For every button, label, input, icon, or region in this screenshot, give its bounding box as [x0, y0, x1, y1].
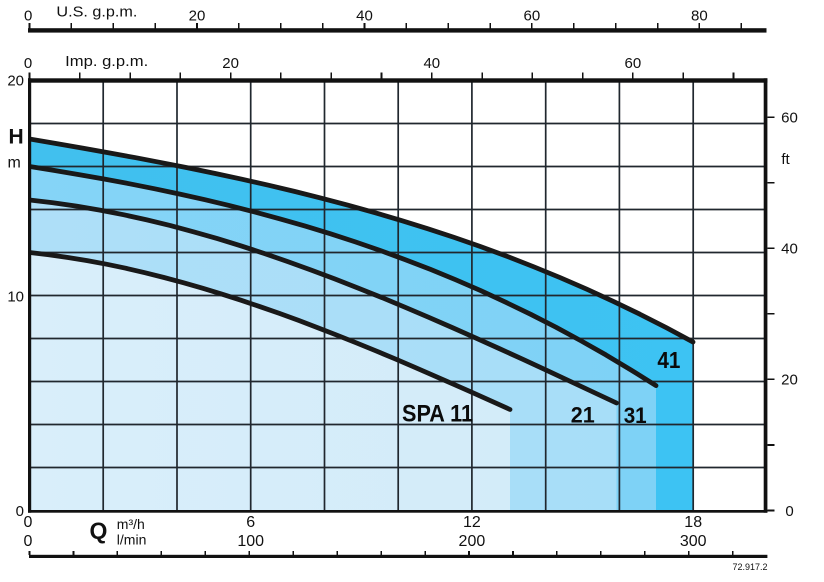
- svg-text:60: 60: [781, 110, 798, 127]
- svg-text:40: 40: [356, 8, 373, 25]
- svg-text:20: 20: [189, 8, 206, 25]
- svg-text:20: 20: [781, 372, 798, 389]
- svg-text:m³/h: m³/h: [117, 516, 145, 532]
- svg-text:12: 12: [463, 514, 481, 531]
- svg-text:H: H: [9, 126, 24, 149]
- svg-text:20: 20: [222, 55, 239, 72]
- svg-text:300: 300: [680, 533, 707, 550]
- svg-text:20: 20: [7, 73, 24, 90]
- svg-text:41: 41: [657, 347, 680, 373]
- svg-text:0: 0: [24, 55, 32, 72]
- svg-text:100: 100: [237, 533, 264, 550]
- svg-text:0: 0: [16, 503, 24, 520]
- svg-text:72.917.2: 72.917.2: [732, 562, 767, 572]
- svg-text:200: 200: [459, 533, 486, 550]
- svg-text:40: 40: [423, 55, 440, 72]
- svg-text:6: 6: [246, 514, 255, 531]
- svg-text:80: 80: [691, 8, 708, 25]
- svg-text:60: 60: [524, 8, 541, 25]
- svg-text:U.S. g.p.m.: U.S. g.p.m.: [56, 4, 137, 21]
- svg-text:0: 0: [24, 533, 33, 550]
- svg-text:0: 0: [785, 503, 793, 520]
- svg-text:40: 40: [781, 241, 798, 258]
- svg-text:Q: Q: [90, 518, 108, 544]
- svg-text:60: 60: [625, 55, 642, 72]
- svg-text:l/min: l/min: [117, 531, 147, 547]
- svg-text:ft: ft: [781, 151, 790, 168]
- svg-text:18: 18: [684, 514, 702, 531]
- svg-text:10: 10: [7, 289, 24, 306]
- svg-text:21: 21: [571, 402, 595, 427]
- svg-text:Imp. g.p.m.: Imp. g.p.m.: [65, 53, 148, 70]
- svg-text:0: 0: [24, 514, 33, 531]
- svg-text:0: 0: [24, 8, 32, 25]
- svg-text:m: m: [8, 154, 21, 171]
- svg-text:31: 31: [624, 403, 647, 428]
- svg-text:SPA 11: SPA 11: [402, 401, 473, 428]
